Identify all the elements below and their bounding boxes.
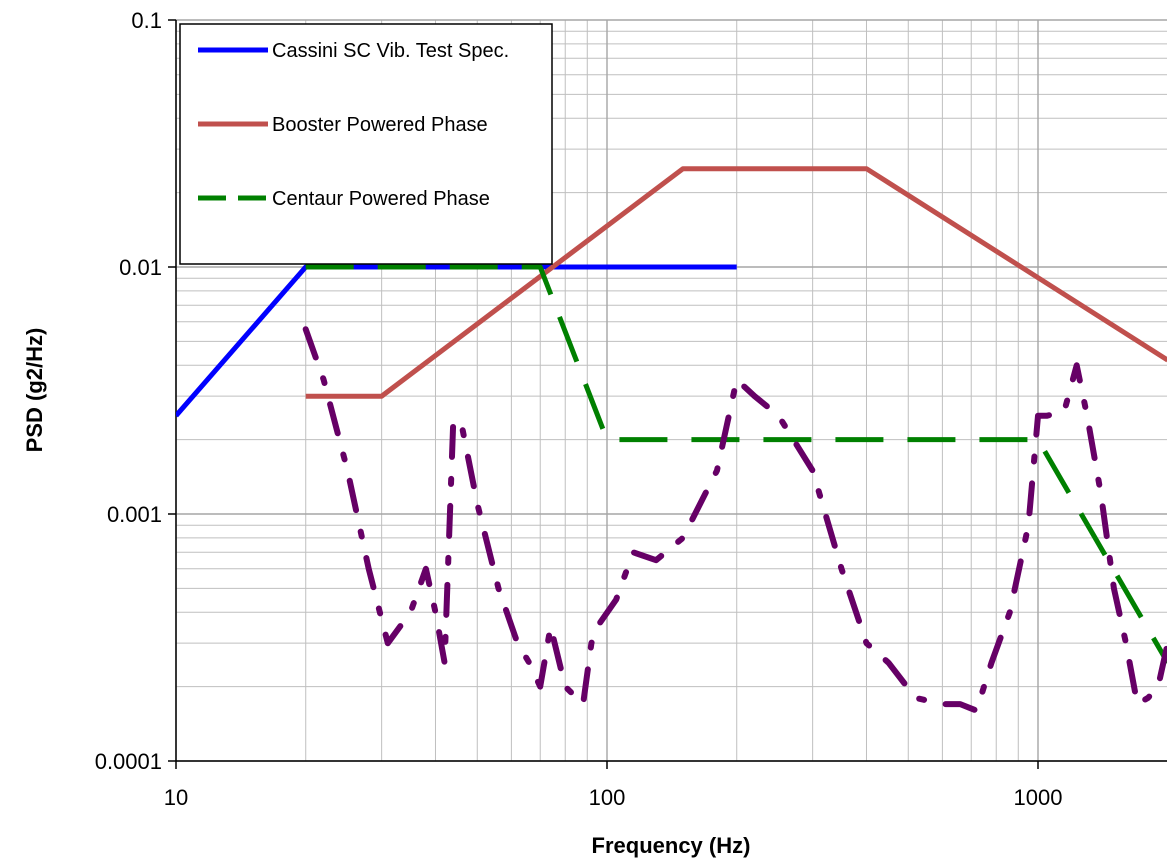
y-tick-label: 0.01 xyxy=(119,255,162,280)
legend-box xyxy=(179,23,553,265)
y-tick-label: 0.1 xyxy=(131,8,162,33)
x-tick-label: 100 xyxy=(589,785,626,810)
x-axis-title: Frequency (Hz) xyxy=(592,833,751,858)
series-line-4 xyxy=(302,326,1167,714)
y-tick-label: 0.0001 xyxy=(95,749,162,774)
y-tick-label: 0.001 xyxy=(107,502,162,527)
plot-area xyxy=(175,20,1167,762)
legend-label: Cassini SC Vib. Test Spec. xyxy=(272,40,509,62)
series-layer xyxy=(176,166,1167,714)
legend: Cassini SC Vib. Test Spec. Booster Powere… xyxy=(179,23,553,265)
y-axis-ticks: 0.1 0.01 0.001 0.0001 xyxy=(95,8,176,774)
series-line-3 xyxy=(305,264,1167,664)
series-line-2 xyxy=(305,166,1167,399)
y-axis-title: PSD (g2/Hz) xyxy=(22,328,47,453)
x-axis-ticks: 10 100 1000 xyxy=(164,761,1063,810)
legend-label: Booster Powered Phase xyxy=(272,114,488,136)
x-tick-label: 1000 xyxy=(1014,785,1063,810)
x-tick-label: 10 xyxy=(164,785,188,810)
legend-label: Centaur Powered Phase xyxy=(272,188,490,210)
